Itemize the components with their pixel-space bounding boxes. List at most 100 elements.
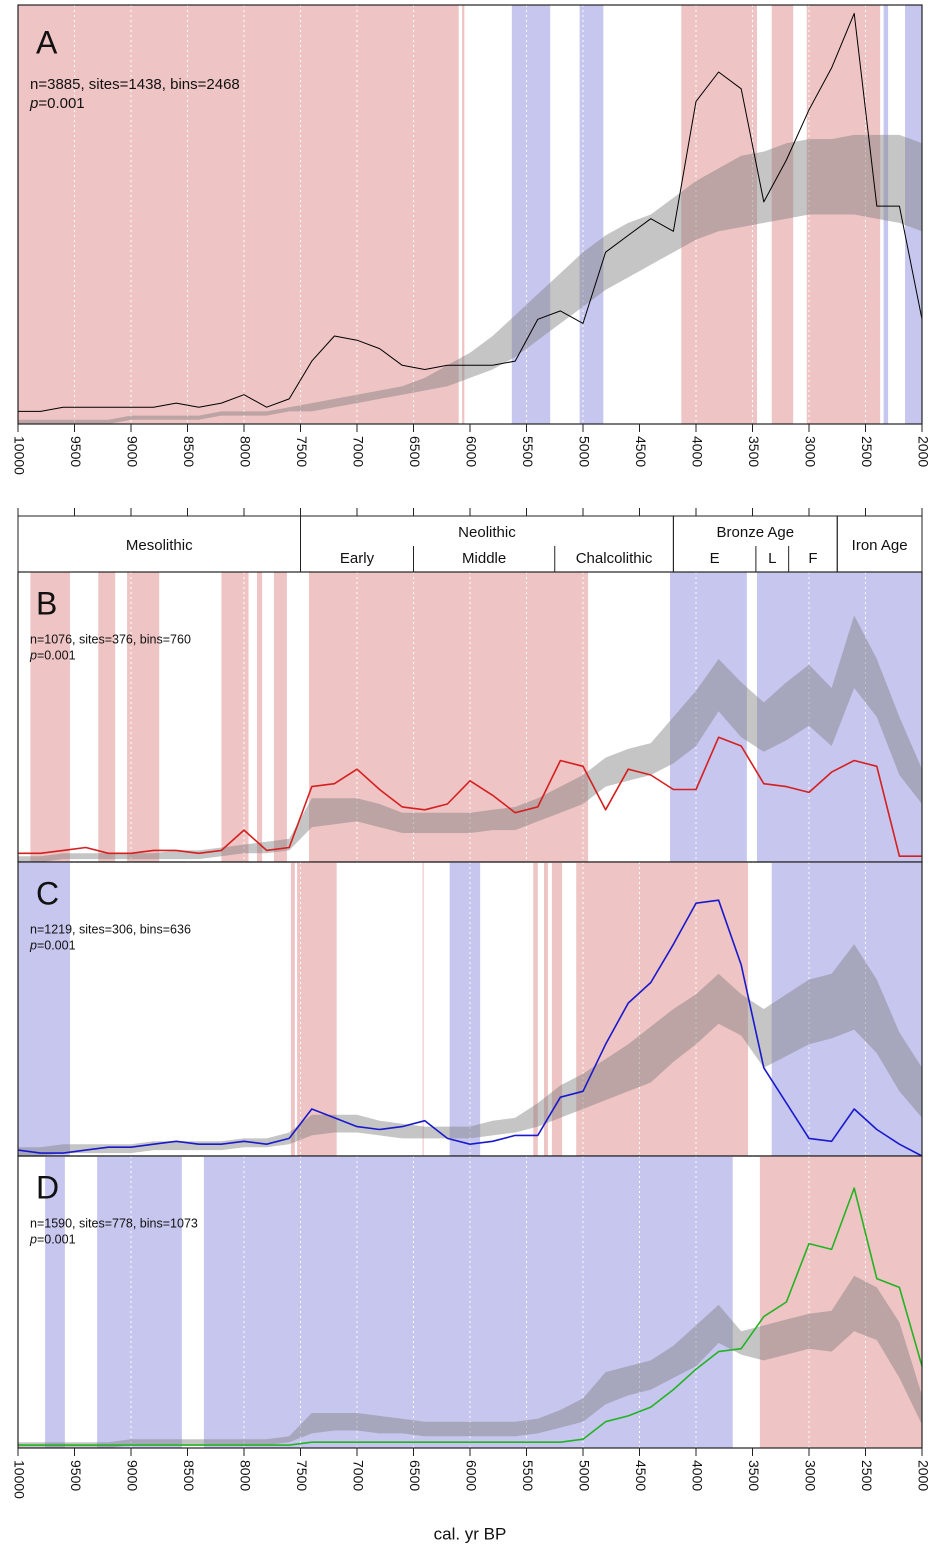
x-tick-label: 6000 <box>463 1460 479 1491</box>
negative-band <box>449 862 481 1156</box>
x-tick-label: 7500 <box>294 1460 310 1491</box>
p-value-number: =0.001 <box>37 649 76 663</box>
x-tick-label: 2000 <box>915 1460 931 1491</box>
x-tick-label: 8000 <box>237 436 253 467</box>
x-tick-label: 5500 <box>520 1460 536 1491</box>
x-tick-label: 3000 <box>802 436 818 467</box>
positive-band <box>297 862 337 1156</box>
x-tick-label: 5000 <box>576 1460 592 1491</box>
subperiod-label: F <box>808 550 817 567</box>
positive-band <box>551 862 563 1156</box>
x-tick-label: 6000 <box>463 436 479 467</box>
x-tick-label: 4500 <box>633 436 649 467</box>
positive-band <box>308 572 589 862</box>
negative-band <box>511 5 551 424</box>
negative-band <box>757 572 922 862</box>
x-tick-label: 9000 <box>124 436 140 467</box>
positive-band <box>544 862 548 1156</box>
negative-band <box>579 5 604 424</box>
x-tick-label: 6500 <box>407 436 423 467</box>
x-tick-label: 5500 <box>520 436 536 467</box>
subperiod-label: Chalcolithic <box>576 550 653 567</box>
positive-band <box>290 862 295 1156</box>
spd-line <box>17 899 923 1157</box>
positive-band <box>771 5 794 424</box>
x-tick-label: 7000 <box>350 1460 366 1491</box>
envelope <box>18 944 922 1156</box>
stats-text: n=1076, sites=376, bins=760 <box>30 632 191 646</box>
x-tick-label: 9000 <box>124 1460 140 1491</box>
positive-band <box>576 862 748 1156</box>
panel: Dn=1590, sites=778, bins=1073 p=0.001 1000… <box>11 1155 931 1543</box>
panel: An=3885, sites=1438, bins=2468 p=0.001 100… <box>11 4 931 475</box>
x-tick-label: 10000 <box>11 436 27 475</box>
x-tick-label: 8500 <box>181 1460 197 1491</box>
p-value-number: =0.001 <box>37 939 76 953</box>
period-label: Bronze Age <box>717 524 795 541</box>
p-value-number: =0.001 <box>38 95 84 112</box>
p-value: p=0.001 <box>29 95 85 112</box>
subperiod-label: L <box>768 550 776 567</box>
negative-band <box>670 572 747 862</box>
x-tick-label: 4000 <box>689 1460 705 1491</box>
period-label: Iron Age <box>852 537 908 554</box>
panel: Bn=1076, sites=376, bins=760 p=0.001 <box>17 571 923 863</box>
x-tick-label: 2500 <box>859 1460 875 1491</box>
subperiod-label: E <box>710 550 720 567</box>
x-tick-label: 2500 <box>859 436 875 467</box>
p-symbol: p <box>29 1233 37 1247</box>
spd-line <box>18 12 923 412</box>
panel-letter: B <box>36 585 57 621</box>
positive-band <box>422 862 424 1156</box>
p-value: p=0.001 <box>29 939 76 953</box>
positive-band <box>806 5 881 424</box>
x-tick-label: 9500 <box>68 436 84 467</box>
x-tick-label: 6500 <box>407 1460 423 1491</box>
x-tick-label: 10000 <box>11 1460 27 1499</box>
positive-band <box>462 5 465 424</box>
positive-band <box>127 572 160 862</box>
p-value: p=0.001 <box>29 649 76 663</box>
negative-band <box>771 862 922 1156</box>
negative-band <box>905 5 922 424</box>
envelope <box>18 615 922 862</box>
positive-band <box>533 862 538 1156</box>
p-symbol: p <box>29 939 37 953</box>
subperiod-label: Early <box>340 550 375 567</box>
period-label: Neolithic <box>458 524 516 541</box>
x-tick-label: 7500 <box>294 436 310 467</box>
negative-band <box>97 1156 182 1448</box>
period-label: Mesolithic <box>126 537 193 554</box>
p-value: p=0.001 <box>29 1233 76 1247</box>
positive-band <box>681 5 758 424</box>
panel-letter: C <box>36 875 59 911</box>
period-strip: Mesolithic Neolithic Early Middle Chalcolith… <box>17 508 923 572</box>
negative-band <box>203 1156 733 1448</box>
positive-band <box>256 572 263 862</box>
positive-band <box>18 5 459 424</box>
x-tick-label: 4000 <box>689 436 705 467</box>
x-tick-label: 5000 <box>576 436 592 467</box>
positive-band <box>30 572 70 862</box>
p-symbol: p <box>29 649 37 663</box>
x-tick-label: 7000 <box>350 436 366 467</box>
negative-band <box>18 862 70 1156</box>
negative-band <box>883 5 889 424</box>
positive-band <box>273 572 287 862</box>
x-tick-label: 3000 <box>802 1460 818 1491</box>
subperiod-label: Middle <box>462 550 506 567</box>
x-tick-label: 4500 <box>633 1460 649 1491</box>
spd-line <box>18 736 922 857</box>
stats-text: n=3885, sites=1438, bins=2468 <box>30 76 240 93</box>
panel-letter: A <box>36 24 58 60</box>
p-symbol: p <box>29 95 38 112</box>
x-axis-title: cal. yr BP <box>434 1524 507 1543</box>
positive-band <box>98 572 116 862</box>
x-tick-label: 9500 <box>68 1460 84 1491</box>
x-tick-label: 8000 <box>237 1460 253 1491</box>
stats-text: n=1219, sites=306, bins=636 <box>30 922 191 936</box>
x-tick-label: 3500 <box>746 1460 762 1491</box>
negative-band <box>45 1156 65 1448</box>
